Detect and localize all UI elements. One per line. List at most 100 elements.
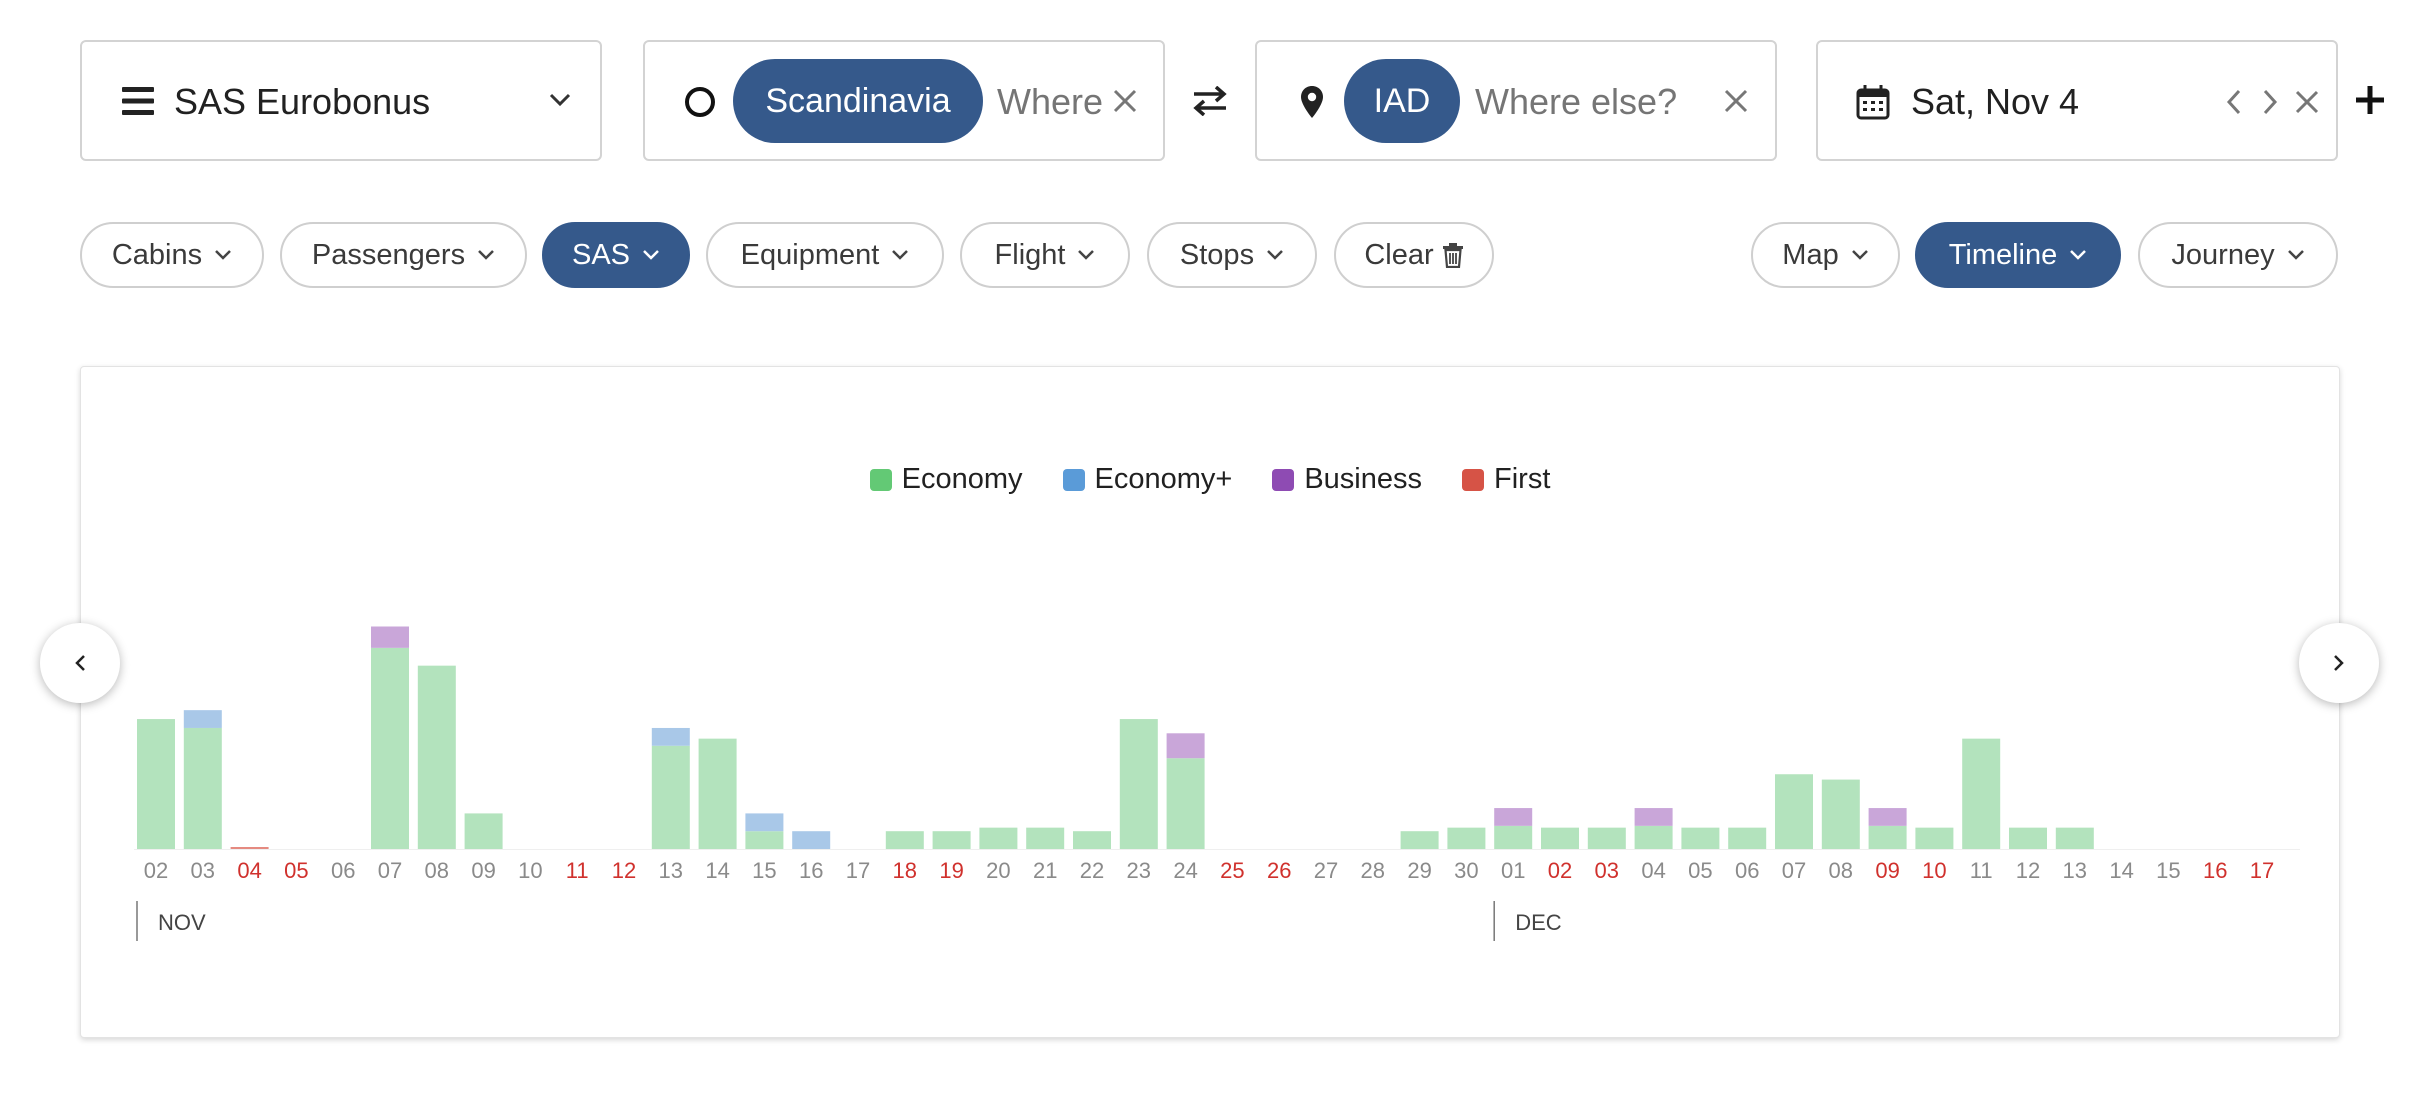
tick-label: 08 xyxy=(425,858,449,883)
day-column[interactable] xyxy=(464,813,503,849)
origin-field[interactable]: Scandinavia xyxy=(643,40,1165,161)
origin-tag[interactable]: Scandinavia xyxy=(733,59,983,143)
day-column[interactable] xyxy=(1587,827,1626,849)
legend-item-economy[interactable]: Economy xyxy=(869,463,1023,496)
legend-item-economy-plus[interactable]: Economy+ xyxy=(1062,463,1232,496)
destination-tag[interactable]: IAD xyxy=(1344,59,1460,143)
tick-label: 14 xyxy=(705,858,729,883)
chevron-left-icon xyxy=(74,654,86,672)
passengers-filter[interactable]: Passengers xyxy=(280,222,527,288)
clear-origin-icon[interactable] xyxy=(1112,88,1138,114)
day-column[interactable] xyxy=(1728,827,1767,849)
map-view-button[interactable]: Map xyxy=(1751,222,1900,288)
chart-legend: Economy Economy+ Business First xyxy=(81,463,2339,496)
tick-label: 07 xyxy=(1782,858,1806,883)
date-field[interactable]: Sat, Nov 4 xyxy=(1816,40,2338,161)
bar-segment xyxy=(885,831,924,849)
bar-segment xyxy=(183,710,222,728)
legend-item-first[interactable]: First xyxy=(1462,463,1550,496)
day-column[interactable] xyxy=(1494,808,1533,849)
day-column[interactable] xyxy=(417,665,456,849)
flight-label: Flight xyxy=(994,238,1066,271)
tick-label: 08 xyxy=(1829,858,1853,883)
bar-segment xyxy=(1868,808,1907,826)
previous-range-button[interactable] xyxy=(40,623,120,703)
equipment-filter[interactable]: Equipment xyxy=(706,222,944,288)
destination-input[interactable] xyxy=(1475,79,1707,125)
bar-segment xyxy=(1634,808,1673,826)
day-column[interactable] xyxy=(1634,808,1673,849)
day-column[interactable] xyxy=(183,710,222,849)
destination-field[interactable]: IAD xyxy=(1255,40,1777,161)
day-column[interactable] xyxy=(979,827,1018,849)
bar-segment xyxy=(1400,831,1439,849)
legend-item-business[interactable]: Business xyxy=(1272,463,1422,496)
day-column[interactable] xyxy=(1915,827,1954,849)
tick-label: 10 xyxy=(1922,858,1946,883)
bar-segment xyxy=(979,827,1018,849)
program-select[interactable]: SAS Eurobonus xyxy=(80,40,602,161)
day-column[interactable] xyxy=(1400,831,1439,849)
day-column[interactable] xyxy=(2055,827,2094,849)
day-column[interactable] xyxy=(1541,827,1579,849)
bar-segment xyxy=(1962,738,2001,849)
tick-label: 02 xyxy=(1548,858,1572,883)
bar-segment xyxy=(2009,827,2047,849)
airline-filter[interactable]: SAS xyxy=(542,222,690,288)
day-column[interactable] xyxy=(1868,808,1907,849)
day-column[interactable] xyxy=(1073,831,1111,849)
program-label: SAS Eurobonus xyxy=(174,81,431,122)
next-date-icon[interactable] xyxy=(2262,89,2278,115)
day-column[interactable] xyxy=(1447,827,1486,849)
bar-segment xyxy=(1166,733,1205,759)
day-column[interactable] xyxy=(1962,738,2001,849)
day-column[interactable] xyxy=(1119,719,1158,849)
day-column[interactable] xyxy=(1821,779,1860,849)
bar-segment xyxy=(1681,827,1720,849)
origin-input[interactable] xyxy=(997,79,1107,125)
journey-view-button[interactable]: Journey xyxy=(2138,222,2338,288)
map-pin-icon xyxy=(1300,85,1324,119)
day-column[interactable] xyxy=(698,738,737,849)
day-column[interactable] xyxy=(137,719,175,849)
day-column[interactable] xyxy=(932,831,971,849)
tick-label: 16 xyxy=(799,858,823,883)
swap-icon[interactable] xyxy=(1192,85,1228,121)
bar-segment xyxy=(745,813,784,832)
tick-label: 06 xyxy=(1735,858,1759,883)
bar-segment xyxy=(417,665,456,849)
day-column[interactable] xyxy=(792,831,831,849)
bar-segment xyxy=(745,831,784,849)
flight-filter[interactable]: Flight xyxy=(960,222,1130,288)
timeline-view-button[interactable]: Timeline xyxy=(1915,222,2121,288)
bar-segment xyxy=(792,831,831,849)
cabins-filter[interactable]: Cabins xyxy=(80,222,264,288)
chevron-down-icon xyxy=(642,249,660,261)
tick-label: 11 xyxy=(566,858,589,883)
day-column[interactable] xyxy=(1026,827,1065,849)
day-column[interactable] xyxy=(371,626,409,850)
day-column[interactable] xyxy=(885,831,924,849)
day-column[interactable] xyxy=(1681,827,1720,849)
next-range-button[interactable] xyxy=(2299,623,2379,703)
tick-label: 19 xyxy=(939,858,963,883)
clear-date-icon[interactable] xyxy=(2294,89,2320,115)
day-column[interactable] xyxy=(651,727,690,849)
clear-destination-icon[interactable] xyxy=(1723,88,1749,114)
bar-segment xyxy=(1494,808,1533,826)
day-column[interactable] xyxy=(230,847,269,849)
bar-segment xyxy=(230,847,269,849)
clear-filters-button[interactable]: Clear xyxy=(1334,222,1494,288)
bar-segment xyxy=(698,738,737,849)
bar-segment xyxy=(1026,827,1065,849)
tick-label: 06 xyxy=(331,858,355,883)
plus-icon[interactable] xyxy=(2354,84,2386,121)
day-column[interactable] xyxy=(745,813,784,849)
trash-icon xyxy=(1442,242,1464,268)
tick-label: 15 xyxy=(2156,858,2180,883)
previous-date-icon[interactable] xyxy=(2226,89,2242,115)
stops-filter[interactable]: Stops xyxy=(1147,222,1317,288)
day-column[interactable] xyxy=(1775,774,1813,849)
day-column[interactable] xyxy=(2009,827,2047,849)
day-column[interactable] xyxy=(1166,733,1205,849)
